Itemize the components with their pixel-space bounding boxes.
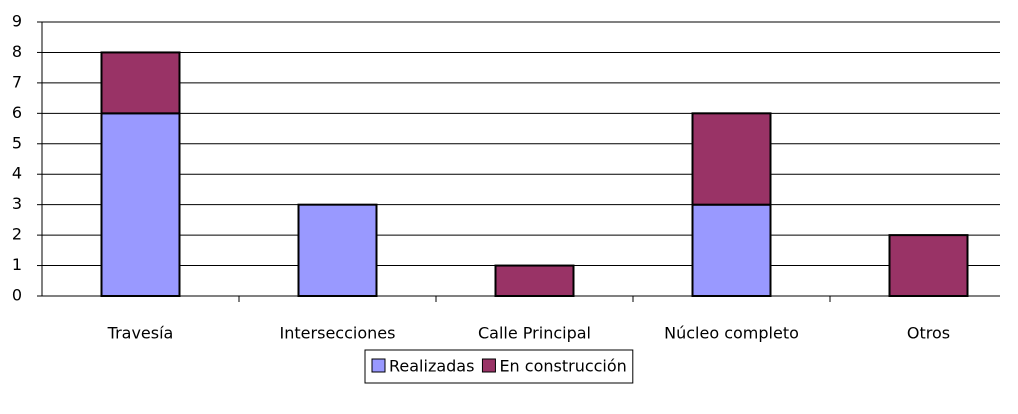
y-tick-label: 2 (12, 225, 22, 244)
legend: Realizadas En construcción (364, 349, 634, 384)
bar-segment (100, 112, 181, 298)
legend-box (364, 349, 634, 384)
x-tick-label: Núcleo completo (664, 324, 799, 343)
x-tick-label: Otros (907, 324, 950, 343)
x-tick-label: Travesía (107, 324, 174, 343)
y-tick-label: 5 (12, 133, 22, 152)
x-tick-label: Intersecciones (280, 324, 396, 343)
y-tick-label: 3 (12, 194, 22, 213)
legend-swatch (371, 358, 386, 373)
legend-swatch (481, 358, 496, 373)
bar-segment (100, 51, 181, 115)
y-tick-label: 6 (12, 103, 22, 122)
y-tick-label: 4 (12, 164, 22, 183)
legend-label: En construcción (499, 357, 626, 376)
legend-label: Realizadas (389, 357, 474, 376)
bar-segment (691, 203, 772, 298)
x-tick-label: Calle Principal (478, 324, 591, 343)
bar-segment (691, 112, 772, 206)
bar-segment (494, 264, 575, 297)
y-tick-label: 0 (12, 286, 22, 305)
y-tick-label: 8 (12, 42, 22, 61)
y-tick-label: 1 (12, 255, 22, 274)
bar-segment (888, 234, 969, 298)
y-tick-label: 9 (12, 12, 22, 31)
bar-segment (297, 203, 378, 298)
y-tick-label: 7 (12, 72, 22, 91)
